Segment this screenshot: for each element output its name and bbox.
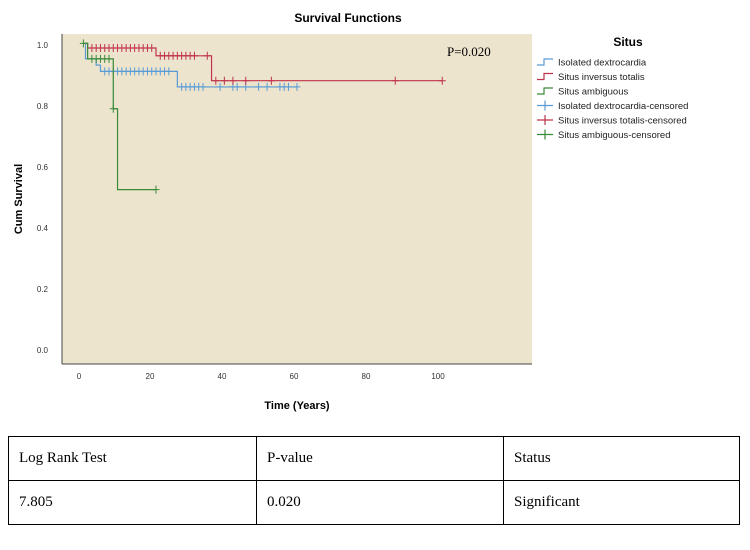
log-rank-table: Log Rank Test P-value Status 7.805 0.020… [8,436,740,525]
legend-symbol [537,87,553,95]
censor-mark-situs-inversus-totalis [229,76,237,85]
censor-mark-situs-inversus-totalis [220,76,228,85]
table-header-cell: Status [503,436,740,481]
x-tick-label: 100 [431,372,445,381]
table-header-cell: P-value [256,436,504,481]
table-cell: 0.020 [256,480,504,525]
y-tick-label: 0.8 [37,102,49,111]
table-header-cell: Log Rank Test [8,436,257,481]
y-tick-label: 0.6 [37,163,49,172]
censor-mark-situs-ambiguous [79,39,87,48]
legend-label: Isolated dextrocardia-censored [558,101,688,112]
legend-title: Situs [613,35,643,49]
censor-mark-situs-inversus-totalis [190,51,198,60]
legend: Isolated dextrocardia Situs inversus tota… [537,58,688,141]
legend-symbol [537,129,553,140]
x-tick-label: 80 [362,372,371,381]
survival-line-isolated-dextrocardia [83,42,297,88]
y-tick-label: 1.0 [37,41,49,50]
x-tick-label: 60 [290,372,299,381]
legend-label: Situs ambiguous-censored [558,130,670,141]
y-tick-label: 0.0 [37,346,49,355]
censor-mark-isolated-dextrocardia [216,82,224,91]
survival-chart: Survival Functions 0 20 40 60 80 100 0.0… [13,11,688,412]
censor-mark-isolated-dextrocardia [263,82,271,91]
p-value-annotation: P=0.020 [447,44,491,59]
censor-mark-isolated-dextrocardia [165,67,173,76]
series-layer [79,39,446,194]
censor-mark-situs-inversus-totalis [203,51,211,60]
table-cell: Significant [503,480,740,525]
legend-label: Situs inversus totalis-censored [558,116,687,127]
chart-title: Survival Functions [294,11,402,25]
censor-mark-situs-ambiguous [105,54,113,63]
censor-mark-situs-inversus-totalis [438,76,446,85]
censor-mark-isolated-dextrocardia [233,82,241,91]
x-tick-label: 0 [77,372,82,381]
legend-symbol [537,58,553,66]
censor-mark-situs-inversus-totalis [267,76,275,85]
censor-mark-situs-inversus-totalis [391,76,399,85]
survival-line-situs-ambiguous [83,42,156,191]
legend-symbol [537,115,553,125]
x-tick-label: 20 [146,372,155,381]
censor-mark-isolated-dextrocardia [284,82,292,91]
legend-label: Situs ambiguous [558,87,628,98]
y-tick-label: 0.4 [37,224,49,233]
censor-mark-situs-inversus-totalis [212,76,220,85]
censor-mark-isolated-dextrocardia [293,82,301,91]
table-cell: 7.805 [8,480,257,525]
legend-symbol [537,72,553,81]
censor-mark-situs-inversus-totalis [242,76,250,85]
x-tick-label: 40 [218,372,227,381]
censor-mark-isolated-dextrocardia [199,82,207,91]
table-header-row: Log Rank Test P-value Status [8,436,740,481]
censor-mark-situs-ambiguous [152,185,160,194]
legend-label: Isolated dextrocardia [558,58,647,69]
censor-mark-situs-ambiguous [109,104,117,113]
y-tick-label: 0.2 [37,285,49,294]
censor-mark-isolated-dextrocardia [255,82,263,91]
legend-label: Situs inversus totalis [558,72,645,83]
y-axis-label: Cum Survival [13,164,25,234]
table-row: 7.805 0.020 Significant [8,480,740,525]
legend-symbol [537,100,553,111]
x-axis-label: Time (Years) [264,400,330,412]
censor-mark-situs-inversus-totalis [148,44,156,53]
